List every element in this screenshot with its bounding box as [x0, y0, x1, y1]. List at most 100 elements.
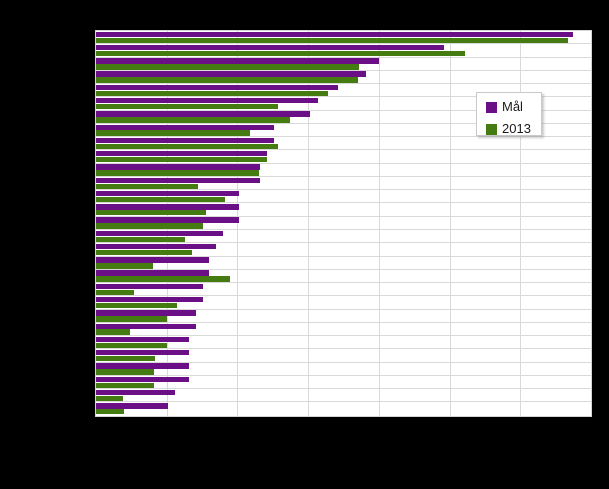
legend-swatch-2013-icon [486, 123, 497, 135]
legend-item-mal: Mål [486, 99, 541, 115]
plot-area [95, 30, 592, 417]
bar-pair-row [96, 230, 591, 244]
mal-bar [96, 389, 176, 396]
bar-pair-row [96, 177, 591, 191]
mal-bar [96, 283, 204, 290]
bar-pair-row [96, 58, 591, 71]
bar-pair-row [96, 257, 591, 270]
gridline [520, 31, 522, 416]
bar-pair-row [96, 31, 591, 45]
mal-bar [96, 323, 197, 329]
mal-bar [96, 31, 573, 38]
bar-pair-row [96, 402, 591, 415]
bar-2013 [96, 90, 328, 97]
gridline [449, 31, 451, 416]
mal-bar [96, 71, 367, 77]
bar-pair-row [96, 84, 591, 98]
mal-bar [96, 363, 190, 369]
bar-rows [96, 31, 591, 416]
legend-item-2013: 2013 [486, 121, 541, 137]
bar-2013 [96, 355, 156, 362]
bar-2013 [96, 210, 207, 216]
gridline [308, 31, 310, 416]
mal-bar [96, 310, 197, 316]
bar-2013 [96, 117, 290, 123]
bar-2013 [96, 103, 279, 110]
mal-bar [96, 124, 275, 130]
bar-pair-row [96, 150, 591, 164]
bar-2013 [96, 369, 154, 375]
bar-2013 [96, 143, 279, 150]
bar-2013 [96, 316, 167, 322]
mal-bar [96, 190, 239, 197]
bar-pair-row [96, 203, 591, 217]
bar-2013 [96, 249, 193, 256]
bar-2013 [96, 37, 569, 43]
gridline [378, 31, 380, 416]
mal-bar [96, 230, 224, 237]
bar-pair-row [96, 111, 591, 124]
bar-pair-row [96, 97, 591, 111]
legend-label-mal: Mål [502, 99, 523, 114]
mal-bar [96, 98, 319, 104]
bar-2013 [96, 77, 358, 83]
bar-2013 [96, 223, 204, 229]
bar-pair-row [96, 363, 591, 376]
bar-pair-row [96, 71, 591, 85]
legend: Mål 2013 [476, 92, 542, 136]
bar-pair-row [96, 310, 591, 323]
bar-2013 [96, 382, 154, 388]
bar-pair-row [96, 124, 591, 138]
bar-2013 [96, 236, 186, 242]
bar-2013 [96, 289, 135, 296]
mal-bar [96, 336, 190, 343]
bar-2013 [96, 329, 130, 335]
bar-pair-row [96, 44, 591, 58]
bar-pair-row [96, 283, 591, 297]
bar-pair-row [96, 190, 591, 204]
bar-2013 [96, 395, 123, 402]
mal-bar [96, 350, 190, 356]
bar-2013 [96, 196, 225, 203]
bar-pair-row [96, 349, 591, 363]
bar-pair-row [96, 296, 591, 310]
mal-bar [96, 44, 444, 51]
bar-pair-row [96, 243, 591, 257]
bar-2013 [96, 276, 231, 282]
bar-2013 [96, 263, 153, 269]
mal-bar [96, 243, 217, 250]
mal-bar [96, 151, 268, 157]
mal-bar [96, 376, 190, 382]
mal-bar [96, 257, 210, 263]
bar-pair-row [96, 164, 591, 177]
bar-2013 [96, 302, 177, 309]
bar-2013 [96, 342, 167, 349]
gridline [237, 31, 239, 416]
bar-pair-row [96, 217, 591, 230]
mal-bar [96, 84, 338, 91]
bar-2013 [96, 130, 251, 136]
mal-bar [96, 297, 204, 303]
bar-2013 [96, 170, 259, 176]
legend-label-2013: 2013 [502, 121, 531, 136]
bar-2013 [96, 183, 198, 189]
bar-2013 [96, 50, 466, 57]
bar-2013 [96, 156, 268, 163]
bar-pair-row [96, 137, 591, 151]
bar-2013 [96, 409, 125, 415]
bar-2013 [96, 64, 360, 70]
mal-bar [96, 164, 261, 170]
mal-bar [96, 403, 169, 409]
bar-pair-row [96, 323, 591, 337]
bar-pair-row [96, 376, 591, 390]
bar-pair-row [96, 270, 591, 284]
mal-bar [96, 111, 310, 117]
mal-bar [96, 270, 210, 276]
mal-bar [96, 137, 275, 144]
legend-swatch-mal-icon [486, 101, 497, 113]
mal-bar [96, 58, 379, 64]
bar-pair-row [96, 336, 591, 350]
mal-bar [96, 217, 239, 223]
bar-pair-row [96, 389, 591, 403]
